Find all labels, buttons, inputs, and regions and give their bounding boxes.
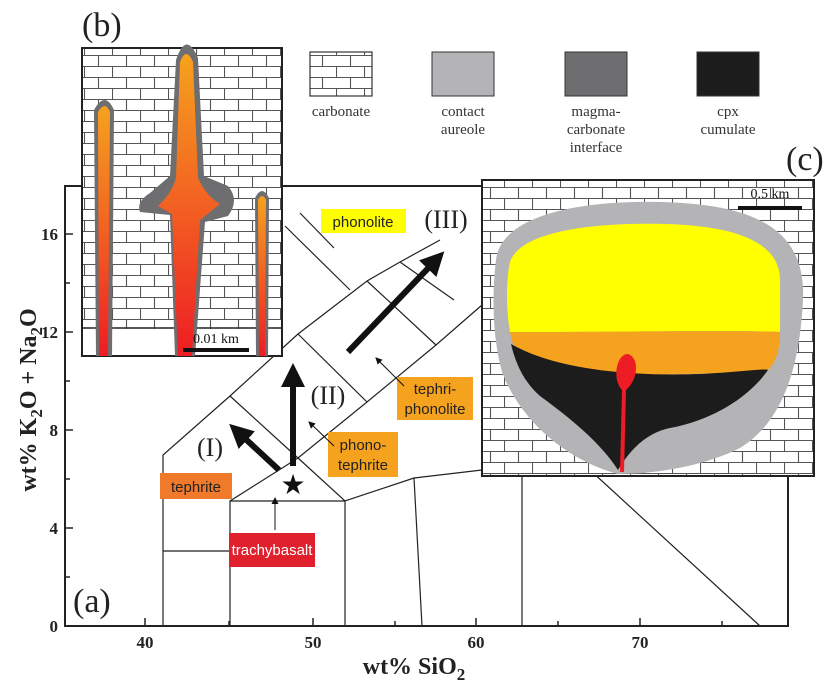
tephrite-field-label: tephrite bbox=[160, 473, 232, 499]
trend-arrows bbox=[229, 251, 445, 473]
cpx-cumulate-layer bbox=[511, 344, 768, 470]
panel-a-label: (a) bbox=[73, 583, 111, 620]
panel-b-inset: 0.01 km (b) bbox=[81, 7, 283, 357]
phonotephrite-label-line1: phono- bbox=[340, 437, 387, 454]
panel-c-inset: 0.5 km (c) bbox=[481, 141, 824, 477]
phonolite-field-label: phonolite bbox=[321, 209, 406, 233]
right-dyke-magma bbox=[258, 196, 266, 356]
star-marker: ★ bbox=[280, 468, 305, 501]
y-tick-16: 16 bbox=[41, 225, 58, 244]
tephriphonolite-pointer bbox=[375, 357, 405, 387]
y-tick-4: 4 bbox=[50, 519, 59, 538]
axis-ticks bbox=[65, 233, 723, 627]
x-tick-50: 50 bbox=[305, 633, 322, 652]
legend-swatch-cpx-cumulate bbox=[696, 51, 760, 97]
pointer-arrows bbox=[271, 357, 405, 530]
panel-b-scale-label: 0.01 km bbox=[193, 332, 239, 347]
legend-swatch-carbonate bbox=[309, 51, 373, 97]
phonotephrite-label-line2: tephrite bbox=[338, 457, 388, 474]
legend-interface-label-1: magma- bbox=[571, 104, 620, 120]
tephriphonolite-field-label: tephri- phonolite bbox=[397, 377, 473, 420]
legend-contact-aureole-label-2: aureole bbox=[441, 122, 485, 138]
trachybasalt-field-label: trachybasalt bbox=[229, 533, 315, 567]
trend-III-arrow bbox=[345, 251, 445, 355]
tephrite-label: tephrite bbox=[171, 479, 221, 496]
tephriphonolite-label-line2: phonolite bbox=[405, 401, 466, 418]
legend-cpx-label-2: cumulate bbox=[701, 122, 756, 138]
legend: carbonate contact aureole magma- carbona… bbox=[309, 51, 760, 156]
trend-I-arrow bbox=[229, 423, 282, 473]
trend-I-label: (I) bbox=[197, 433, 223, 462]
legend-swatch-magma-carbonate-interface bbox=[564, 51, 628, 97]
phonolite-label: phonolite bbox=[333, 214, 394, 231]
x-tick-60: 60 bbox=[468, 633, 485, 652]
trend-II-label: (II) bbox=[311, 381, 346, 410]
y-tick-12: 12 bbox=[41, 323, 58, 342]
legend-carbonate-label: carbonate bbox=[312, 104, 371, 120]
tas-diagram: phonolite tephri- phonolite phono- tephr… bbox=[16, 185, 789, 684]
tephriphonolite-label-line1: tephri- bbox=[414, 381, 457, 398]
y-tick-0: 0 bbox=[50, 617, 59, 636]
legend-cpx-label-1: cpx bbox=[717, 104, 739, 120]
phonolite-cap bbox=[507, 223, 780, 332]
x-axis-label: wt% SiO2 bbox=[363, 654, 466, 684]
y-axis-label: wt% K2O + Na2O bbox=[16, 308, 46, 491]
tephriphonolite-layer bbox=[510, 331, 780, 375]
central-intrusion-magma bbox=[158, 54, 220, 356]
panel-c-scale-label: 0.5 km bbox=[751, 187, 790, 202]
panel-b-label: (b) bbox=[82, 7, 122, 44]
legend-interface-label-3: interface bbox=[570, 140, 623, 156]
legend-contact-aureole-label-1: contact bbox=[441, 104, 485, 120]
x-tick-70: 70 bbox=[632, 633, 649, 652]
legend-interface-label-2: carbonate bbox=[567, 122, 626, 138]
red-feeder-dyke bbox=[616, 354, 637, 472]
left-dyke-magma bbox=[98, 106, 110, 356]
phonotephrite-field-label: phono- tephrite bbox=[328, 432, 398, 477]
field-boundaries bbox=[162, 212, 761, 627]
trachybasalt-label: trachybasalt bbox=[232, 542, 314, 559]
phonotephrite-pointer bbox=[308, 421, 335, 447]
legend-swatch-contact-aureole bbox=[431, 51, 495, 97]
x-tick-40: 40 bbox=[137, 633, 154, 652]
trend-III-label: (III) bbox=[424, 205, 467, 234]
panel-c-scale-bar bbox=[738, 206, 802, 210]
y-tick-8: 8 bbox=[50, 421, 59, 440]
panel-c-label: (c) bbox=[786, 141, 824, 178]
panel-b-scale-bar bbox=[183, 348, 249, 352]
